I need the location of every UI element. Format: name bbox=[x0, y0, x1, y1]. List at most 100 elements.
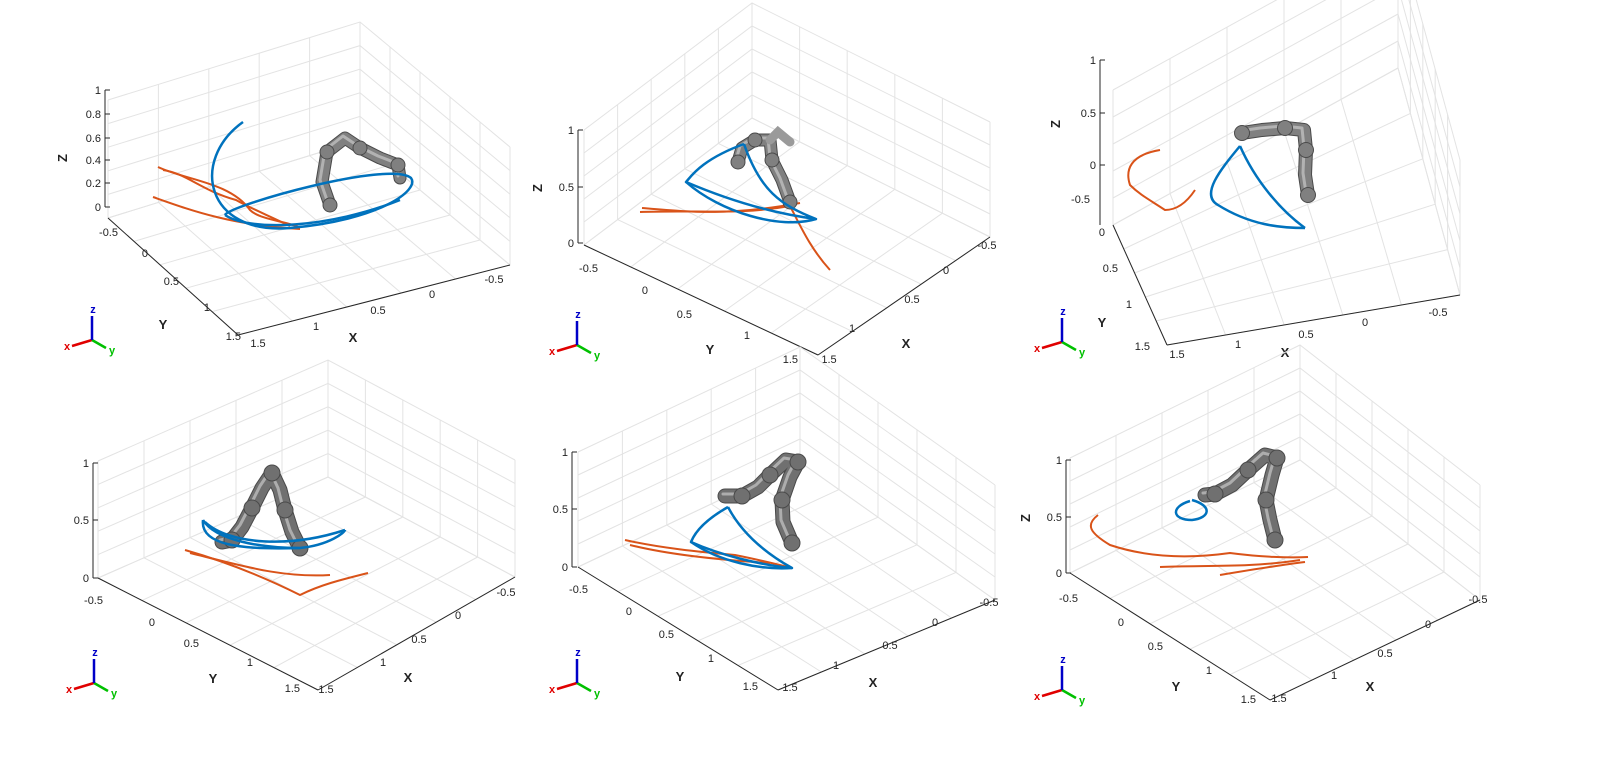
x-tick-label: 1.5 bbox=[782, 682, 797, 694]
floor-gridline bbox=[1156, 249, 1448, 322]
triad-x-label: x bbox=[549, 684, 556, 696]
x-tick-label: 1 bbox=[849, 323, 855, 335]
trajectory-orange bbox=[162, 169, 291, 227]
y-tick-label: 0 bbox=[642, 285, 648, 297]
z-tick-label: 1 bbox=[562, 447, 568, 459]
z-tick-label: 0 bbox=[562, 562, 568, 574]
floor-gridline bbox=[1253, 482, 1439, 621]
y-axis-line bbox=[583, 244, 819, 356]
x-tick-label: 1.5 bbox=[1271, 693, 1286, 705]
triad-x-arrow bbox=[1041, 688, 1063, 698]
robot-joint bbox=[1300, 187, 1316, 203]
y-tick-label: 1 bbox=[744, 330, 750, 342]
y-tick-label: -0.5 bbox=[579, 263, 598, 275]
robot-joint bbox=[730, 154, 746, 170]
y-axis-label: Y bbox=[676, 669, 685, 684]
floor-gridline bbox=[1115, 549, 1313, 681]
robot-joint bbox=[773, 491, 791, 509]
x-tick-label: 1 bbox=[1331, 670, 1337, 682]
y-tick-label: 1.5 bbox=[783, 354, 798, 366]
x-axis-line bbox=[317, 576, 516, 691]
trajectory-blue bbox=[684, 142, 818, 221]
axes-triad: x y z bbox=[1034, 306, 1086, 359]
robot-joint bbox=[1268, 449, 1286, 467]
y-tick-label: -0.5 bbox=[99, 227, 118, 239]
robot-joint bbox=[733, 487, 751, 505]
x-tick-label: 1.5 bbox=[821, 354, 836, 366]
y-tick-label: 0.5 bbox=[1103, 263, 1118, 275]
x-axis-line bbox=[777, 599, 996, 691]
floor-gridline bbox=[737, 571, 957, 666]
wall-gridline bbox=[1112, 0, 1461, 215]
robot-arm-highlight bbox=[218, 469, 300, 548]
y-tick-label: 1.5 bbox=[1135, 341, 1150, 353]
triad-x-arrow bbox=[556, 681, 578, 691]
triad-y-label: y bbox=[111, 688, 118, 700]
x-tick-label: 1.5 bbox=[250, 338, 265, 350]
z-tick-label: 0.5 bbox=[553, 504, 568, 516]
robot-arm bbox=[765, 125, 795, 147]
x-tick-label: 0.5 bbox=[1298, 329, 1313, 341]
floor-gridline bbox=[273, 556, 478, 669]
triad-y-arrow bbox=[576, 681, 592, 693]
floor-gridline bbox=[617, 219, 853, 332]
floor-gridline bbox=[684, 168, 922, 285]
robot-joint bbox=[789, 453, 807, 471]
z-tick-label: 0 bbox=[83, 573, 89, 585]
z-tick-label: -0.5 bbox=[1071, 194, 1090, 206]
y-tick-label: 1 bbox=[1206, 665, 1212, 677]
y-tick-label: -0.5 bbox=[1059, 593, 1078, 605]
triad-y-label: y bbox=[109, 345, 116, 357]
z-axis-label: Z bbox=[1048, 120, 1063, 128]
x-tick-label: -0.5 bbox=[497, 587, 516, 599]
floor-gridline bbox=[1229, 571, 1445, 676]
y-tick-label: 1 bbox=[708, 653, 714, 665]
x-tick-label: -0.5 bbox=[1429, 307, 1448, 319]
x-tick-label: 0 bbox=[429, 289, 435, 301]
trajectory-blue bbox=[1238, 145, 1306, 230]
floor-gridline bbox=[1169, 193, 1227, 336]
axes-triad: x y z bbox=[66, 647, 118, 700]
triad-y-label: y bbox=[1079, 347, 1086, 359]
floor-gridline bbox=[258, 170, 402, 294]
z-tick-label: 0.5 bbox=[1047, 512, 1062, 524]
chart-panel: 0 0.5 1 -0.5 0 0.5 1 1.5 1.5 1 0.5 0 -0.5 X Y Zx y z bbox=[1018, 344, 1487, 707]
triad-y-arrow bbox=[91, 338, 107, 350]
floor-gridline bbox=[1207, 504, 1397, 641]
trajectory-orange bbox=[189, 552, 331, 577]
triad-x-arrow bbox=[1041, 340, 1063, 350]
floor-gridline bbox=[1283, 130, 1344, 316]
x-tick-label: -0.5 bbox=[485, 274, 504, 286]
x-tick-label: -0.5 bbox=[978, 240, 997, 252]
floor-gridline bbox=[770, 212, 943, 334]
robot-joint bbox=[1277, 120, 1293, 136]
z-tick-label: 0 bbox=[95, 202, 101, 214]
trajectory-blue bbox=[204, 521, 346, 543]
triad-z-label: z bbox=[1060, 306, 1066, 318]
z-tick-label: 1 bbox=[95, 85, 101, 97]
x-tick-label: 0 bbox=[1362, 317, 1368, 329]
y-tick-label: 0 bbox=[142, 248, 148, 260]
floor-gridline bbox=[1109, 487, 1337, 599]
z-tick-label: 0.5 bbox=[559, 182, 574, 194]
trajectory-blue bbox=[690, 540, 793, 570]
floor-gridline bbox=[718, 142, 956, 262]
y-axis-label: Y bbox=[1172, 679, 1181, 694]
trajectory-blue bbox=[201, 519, 301, 550]
x-axis-label: X bbox=[349, 330, 358, 345]
robot-joint bbox=[1257, 491, 1275, 509]
x-tick-label: 1.5 bbox=[318, 684, 333, 696]
triad-y-label: y bbox=[1079, 695, 1086, 707]
robot-joint bbox=[263, 464, 281, 482]
floor-gridline bbox=[235, 516, 437, 623]
floor-gridline bbox=[1134, 158, 1423, 274]
robot-joint bbox=[1298, 142, 1314, 158]
floor-gridline bbox=[1123, 112, 1411, 250]
z-tick-label: 1 bbox=[1090, 55, 1096, 67]
robot-joint bbox=[1206, 485, 1224, 503]
y-tick-label: -0.5 bbox=[569, 584, 588, 596]
y-axis-label: Y bbox=[159, 317, 168, 332]
z-tick-label: 0.4 bbox=[86, 155, 101, 167]
